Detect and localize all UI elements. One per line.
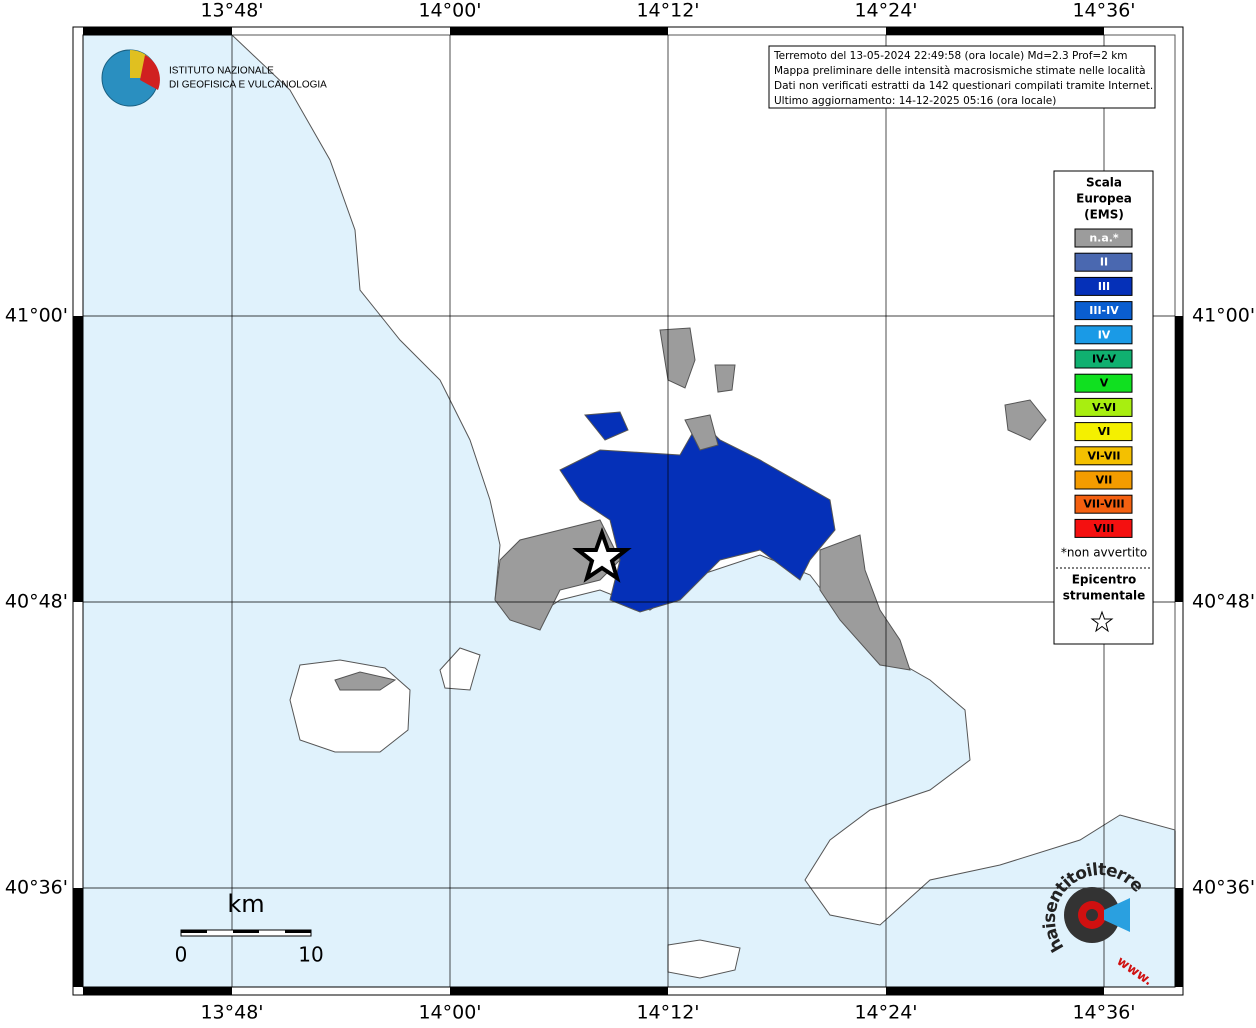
legend-swatch — [1074, 373, 1133, 393]
legend-title: (EMS) — [1084, 208, 1124, 222]
legend-swatch — [1074, 349, 1133, 369]
frame-bar — [83, 987, 232, 995]
site-logo — [1086, 909, 1098, 921]
area-na — [659, 327, 696, 389]
area-na — [334, 671, 397, 691]
longitude-label: 14°12' — [636, 0, 699, 22]
legend-title: Scala — [1086, 176, 1122, 190]
frame-bar — [450, 987, 668, 995]
frame-bar — [83, 27, 232, 35]
site-logo — [1104, 898, 1130, 932]
longitude-label: 14°00' — [418, 0, 481, 22]
area-iii — [584, 411, 629, 441]
longitude-label: 13°48' — [200, 1002, 263, 1024]
legend-label: VI — [1098, 425, 1111, 438]
latitude-label: 41°00' — [1192, 305, 1255, 327]
longitude-label: 14°00' — [418, 1002, 481, 1024]
info-box — [768, 45, 1156, 109]
logo-segment — [140, 55, 160, 90]
frame-bar — [450, 27, 668, 35]
legend-label: VI-VII — [1087, 449, 1120, 462]
legend-label: IV — [1098, 328, 1111, 341]
area-na — [1004, 399, 1047, 441]
graticule: 13°48' 13°48' 14°00' 14°00' 14°12' 14°12' 14°2… — [5, 0, 1255, 1024]
frame-bar — [1175, 888, 1183, 987]
latitude-label: 40°48' — [5, 591, 68, 613]
frame-bar — [886, 27, 1104, 35]
legend-label: VII — [1096, 474, 1113, 487]
frame-bar — [73, 316, 83, 602]
info-text: Terremoto del 13-05-2024 22:49:58 (ora l… — [773, 50, 1153, 107]
legend-label: III — [1098, 280, 1110, 293]
info-line: Ultimo aggiornamento: 14-12-2025 05:16 (… — [774, 95, 1056, 107]
longitude-label: 13°48' — [200, 0, 263, 22]
longitude-label: 14°24' — [854, 0, 917, 22]
legend-swatch — [1074, 518, 1133, 538]
epicenter-star — [572, 526, 632, 583]
legend-label: V-VI — [1092, 401, 1116, 414]
legend-label: VIII — [1094, 522, 1115, 535]
scale-label: 0 — [175, 943, 188, 967]
legend-swatch — [1074, 397, 1133, 417]
logo-text: ISTITUTO NAZIONALE — [169, 66, 274, 77]
legend-swatch — [1074, 228, 1133, 248]
legend-swatch — [1074, 252, 1133, 272]
area-na — [819, 534, 911, 671]
legend-note: *non avvertito — [1061, 546, 1147, 560]
longitude-label: 14°12' — [636, 1002, 699, 1024]
legend-swatch — [1074, 494, 1133, 514]
latitude-label: 40°36' — [1192, 877, 1255, 899]
info-line: Mappa preliminare delle intensità macros… — [774, 65, 1146, 77]
scale-label: 10 — [298, 943, 323, 967]
legend: ScalaEuropea(EMS)n.a.*IIIIIIII-IVIVIV-VV… — [1061, 176, 1147, 603]
legend-label: IV-V — [1092, 353, 1117, 366]
legend-epicenter: strumentale — [1063, 589, 1146, 603]
legend-label: n.a.* — [1089, 232, 1119, 245]
legend-title: Europea — [1076, 192, 1132, 206]
area-na — [714, 364, 736, 393]
info-line: Terremoto del 13-05-2024 22:49:58 (ora l… — [773, 50, 1128, 62]
legend-swatch — [1074, 446, 1133, 466]
legend-swatch — [1074, 422, 1133, 442]
logo-text: DI GEOFISICA E VULCANOLOGIA — [169, 80, 327, 91]
longitude-label: 14°36' — [1072, 0, 1135, 22]
legend-star — [1090, 610, 1114, 633]
area-na — [684, 414, 719, 451]
legend-epicenter: Epicentro — [1072, 573, 1137, 587]
frame-bar — [886, 987, 1104, 995]
legend-swatch — [1074, 470, 1133, 490]
latitude-label: 40°48' — [1192, 591, 1255, 613]
longitude-label: 14°36' — [1072, 1002, 1135, 1024]
island-ischia — [289, 659, 411, 753]
scale-unit: km — [227, 890, 264, 918]
longitude-label: 14°24' — [854, 1002, 917, 1024]
legend-swatch — [1074, 301, 1133, 321]
scale-bar — [285, 930, 311, 933]
scale-bar — [181, 930, 207, 933]
frame-bar — [1175, 316, 1183, 602]
legend-swatch — [1074, 325, 1133, 345]
latitude-label: 41°00' — [5, 305, 68, 327]
legend-swatch — [1074, 276, 1133, 296]
latitude-label: 40°36' — [5, 877, 68, 899]
frame-bar — [73, 888, 83, 987]
legend-label: VII-VIII — [1083, 498, 1124, 511]
legend-label: II — [1100, 256, 1108, 269]
info-line: Dati non verificati estratti da 142 ques… — [774, 80, 1153, 92]
legend-label: V — [1100, 377, 1109, 390]
scale-bar — [233, 930, 259, 933]
legend-label: III-IV — [1089, 304, 1119, 317]
